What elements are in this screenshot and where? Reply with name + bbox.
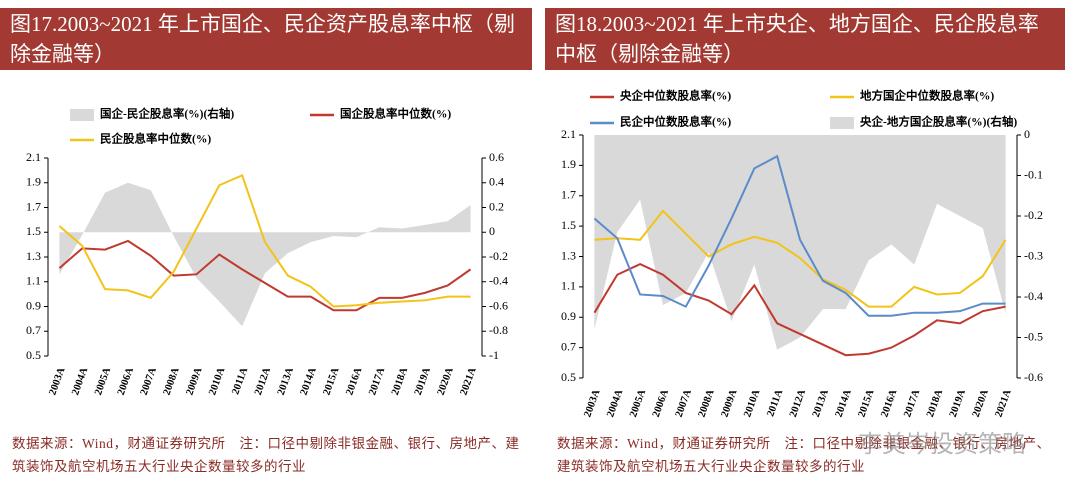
watermark: 李美岑投资策略 xyxy=(858,430,1026,458)
y-tick-label: 1.7 xyxy=(561,188,576,202)
x-tick-label: 2004A xyxy=(605,388,625,419)
y-tick-label: 0.5 xyxy=(26,348,41,362)
x-tick-label: 2005A xyxy=(93,366,113,397)
x-tick-label: 2016A xyxy=(879,388,899,419)
y2-tick-label: -0.6 xyxy=(489,298,508,312)
y-tick-label: 2.1 xyxy=(561,127,576,141)
y-tick-label: 1.9 xyxy=(26,175,41,189)
x-tick-label: 2006A xyxy=(651,388,671,419)
y2-tick-label: -0.4 xyxy=(1024,289,1043,303)
legend-label: 地方国企中位数股息率(%) xyxy=(860,89,994,103)
legend-label: 民企中位数股息率(%) xyxy=(620,115,731,129)
x-tick-label: 2012A xyxy=(253,366,273,397)
x-tick-label: 2009A xyxy=(184,366,204,397)
x-tick-label: 2013A xyxy=(276,366,296,397)
y2-tick-label: -0.3 xyxy=(1024,248,1043,262)
y-tick-label: 1.1 xyxy=(26,274,41,288)
chart-title: 图17.2003~2021 年上市国企、民企资产股息率中枢（剔除金融等） xyxy=(0,8,532,70)
line xyxy=(593,154,1006,317)
x-tick-label: 2016A xyxy=(344,366,364,397)
x-tick-label: 2015A xyxy=(321,366,341,397)
y2-tick-label: -0.6 xyxy=(1024,370,1043,384)
y-tick-label: 0.7 xyxy=(561,339,576,353)
y-tick-label: 1.5 xyxy=(561,218,576,232)
x-tick-label: 2021A xyxy=(994,388,1014,419)
y2-tick-label: 0.2 xyxy=(489,199,504,213)
y2-tick-label: -0.2 xyxy=(489,249,508,263)
legend-swatch xyxy=(830,117,854,129)
y-tick-label: 1.5 xyxy=(26,224,41,238)
legend-label: 国企-民企股息率(%)(右轴) xyxy=(100,107,234,121)
x-tick-label: 2014A xyxy=(299,366,319,397)
x-tick-label: 2012A xyxy=(788,388,808,419)
y-tick-label: 1.3 xyxy=(561,248,576,262)
y2-tick-label: 0 xyxy=(489,224,495,238)
x-tick-label: 2003A xyxy=(47,366,67,397)
x-tick-label: 2017A xyxy=(367,366,387,397)
area xyxy=(59,182,471,327)
x-tick-label: 2013A xyxy=(811,388,831,419)
y2-tick-label: -0.1 xyxy=(1024,167,1043,181)
source-note: 数据来源：Wind，财通证券研究所 注：口径中剔除非银金融、银行、房地产、建筑装… xyxy=(557,436,1051,474)
x-tick-label: 2007A xyxy=(139,366,159,397)
line xyxy=(593,262,1006,357)
x-tick-label: 2019A xyxy=(948,388,968,419)
panel: 图17.2003~2021 年上市国企、民企资产股息率中枢（剔除金融等） 0.5… xyxy=(0,0,532,485)
legend-label: 央企中位数股息率(%) xyxy=(620,89,731,103)
y-tick-label: 1.1 xyxy=(561,279,576,293)
y-tick-label: 2.1 xyxy=(26,150,41,164)
source-note: 数据来源：Wind，财通证券研究所 注：口径中剔除非银金融、银行、房地产、建筑装… xyxy=(12,436,520,474)
y-tick-label: 1.7 xyxy=(26,199,41,213)
legend-label: 民企股息率中位数(%) xyxy=(100,132,211,146)
x-tick-label: 2011A xyxy=(230,366,250,396)
x-tick-label: 2006A xyxy=(116,366,136,397)
y-tick-label: 0.5 xyxy=(561,370,576,384)
x-tick-label: 2018A xyxy=(390,366,410,397)
y2-tick-label: -0.4 xyxy=(489,274,508,288)
x-tick-label: 2014A xyxy=(834,388,854,419)
x-tick-label: 2008A xyxy=(697,388,717,419)
y-tick-label: 0.9 xyxy=(561,309,576,323)
area xyxy=(594,135,1006,350)
y2-tick-label: -0.8 xyxy=(489,323,508,337)
chart: 0.5 0.7 0.9 1.1 1.3 1.5 1.7 1.9 2.1 -0.6 -0.5 -0.4 -… xyxy=(561,89,1043,419)
x-tick-label: 2020A xyxy=(971,388,991,419)
y-tick-label: 1.9 xyxy=(561,157,576,171)
y2-tick-label: -1 xyxy=(489,348,499,362)
line xyxy=(58,173,471,308)
x-tick-label: 2020A xyxy=(436,366,456,397)
legend-label: 央企-地方国企股息率(%)(右轴) xyxy=(860,115,1017,129)
y2-tick-label: 0 xyxy=(1024,127,1030,141)
x-tick-label: 2004A xyxy=(70,366,90,397)
y2-tick-label: -0.2 xyxy=(1024,208,1043,222)
y-tick-label: 0.9 xyxy=(26,298,41,312)
x-tick-label: 2010A xyxy=(207,366,227,397)
y2-tick-label: -0.5 xyxy=(1024,329,1043,343)
x-tick-label: 2010A xyxy=(742,388,762,419)
line xyxy=(594,209,1007,308)
panel: 图18.2003~2021 年上市央企、地方国企、民企股息率中枢（剔除金融等） … xyxy=(545,0,1065,485)
legend-label: 国企股息率中位数(%) xyxy=(340,107,451,121)
x-tick-label: 2015A xyxy=(856,388,876,419)
x-tick-label: 2007A xyxy=(674,388,694,419)
x-tick-label: 2008A xyxy=(162,366,182,397)
x-tick-label: 2005A xyxy=(628,388,648,419)
line xyxy=(58,239,472,312)
x-tick-label: 2011A xyxy=(765,388,785,418)
y-tick-label: 1.3 xyxy=(26,249,41,263)
x-tick-label: 2003A xyxy=(582,388,602,419)
y-tick-label: 0.7 xyxy=(26,323,41,337)
x-tick-label: 2009A xyxy=(719,388,739,419)
y2-tick-label: 0.6 xyxy=(489,150,504,164)
legend-swatch xyxy=(70,109,94,121)
x-tick-label: 2019A xyxy=(413,366,433,397)
chart-title: 图18.2003~2021 年上市央企、地方国企、民企股息率中枢（剔除金融等） xyxy=(545,8,1065,70)
chart: 0.5 0.7 0.9 1.1 1.3 1.5 1.7 1.9 2.1 -1 -0.8 -0.6 -0.… xyxy=(26,107,508,397)
y2-tick-label: 0.4 xyxy=(489,175,504,189)
x-tick-label: 2017A xyxy=(902,388,922,419)
x-tick-label: 2021A xyxy=(459,366,479,397)
x-tick-label: 2018A xyxy=(925,388,945,419)
